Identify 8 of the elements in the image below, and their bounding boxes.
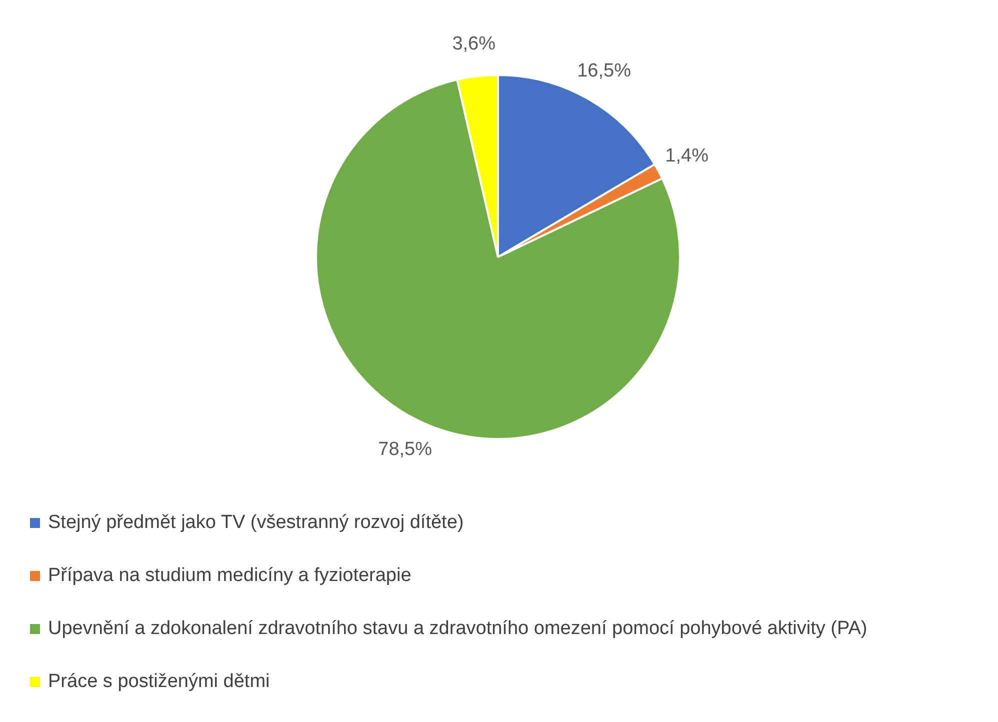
legend-label: Upevnění a zdokonalení zdravotního stavu a zdravotního omezení pomocí pohybové aktivity (PA) bbox=[48, 618, 868, 640]
legend-label: Stejný předmět jako TV (všestranný rozvoj dítěte) bbox=[48, 512, 464, 534]
legend-label: Přípava na studium medicíny a fyzioterapie bbox=[48, 564, 412, 586]
data-label: 3,6% bbox=[452, 34, 496, 55]
data-label: 16,5% bbox=[577, 60, 632, 82]
legend-label: Práce s postiženými dětmi bbox=[48, 670, 270, 692]
data-label: 1,4% bbox=[665, 146, 709, 167]
data-label: 78,5% bbox=[378, 439, 432, 460]
